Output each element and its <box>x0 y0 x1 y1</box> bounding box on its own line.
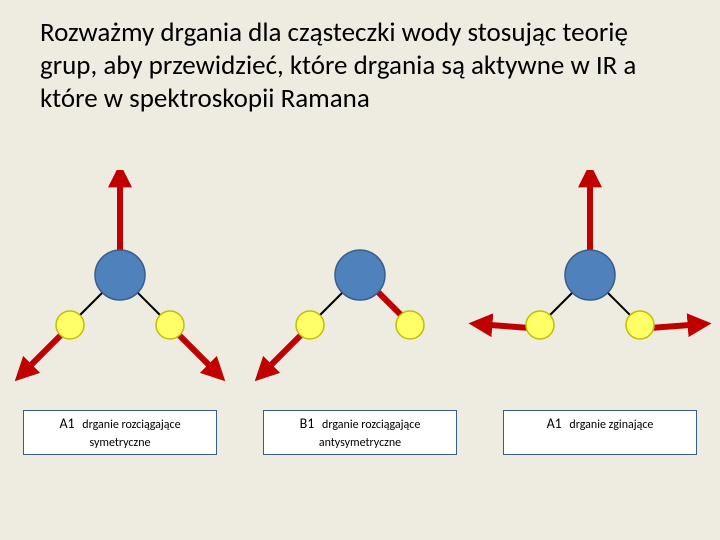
diagram-area <box>0 170 720 400</box>
caption-1-desc2: symetryczne <box>89 436 150 450</box>
caption-2-desc2: antysymetryczne <box>319 436 401 450</box>
caption-2: B1 drganie rozciągające antysymetryczne <box>263 410 457 455</box>
caption-1-symbol: A1 <box>59 415 74 432</box>
caption-3-symbol: A1 <box>547 415 562 432</box>
vibration-diagrams <box>0 170 720 400</box>
caption-3-desc1: drganie zginające <box>569 418 653 432</box>
slide-title: Rozważmy drgania dla cząsteczki wody sto… <box>40 16 680 115</box>
caption-2-desc1: drganie rozciągające <box>322 418 420 432</box>
caption-2-symbol: B1 <box>300 415 315 432</box>
captions-row: A1 drganie rozciągające symetryczne B1 d… <box>0 410 720 455</box>
caption-1-desc1: drganie rozciągające <box>82 418 180 432</box>
caption-1: A1 drganie rozciągające symetryczne <box>23 410 217 455</box>
caption-3: A1 drganie zginające <box>503 410 697 455</box>
